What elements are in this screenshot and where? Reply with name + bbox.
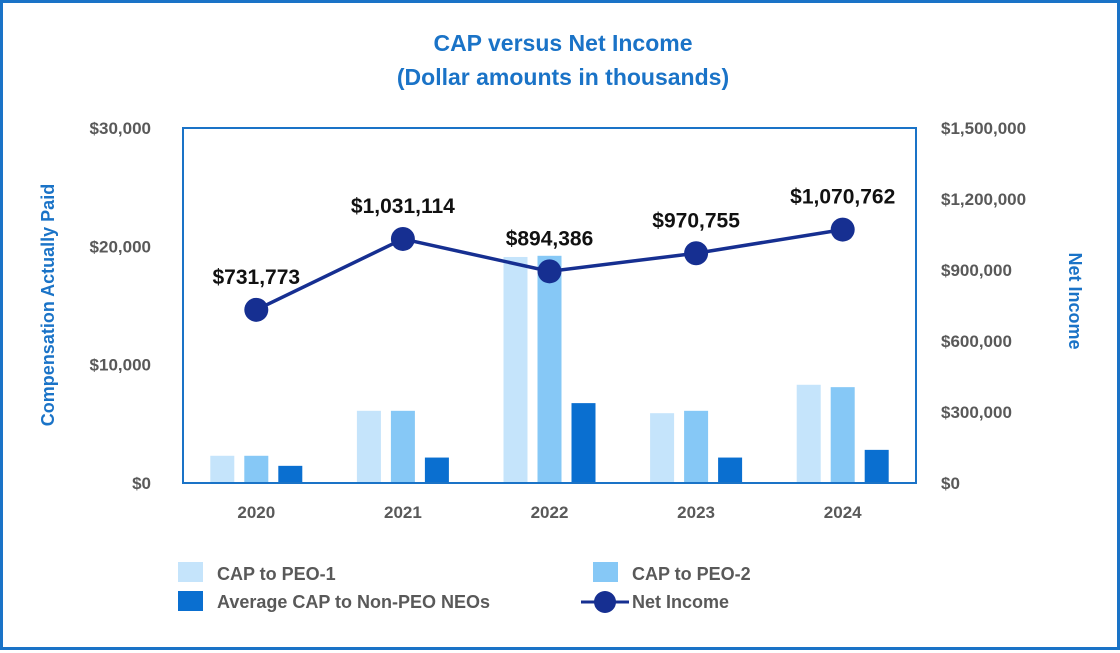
x-tick-label-2022: 2022: [531, 503, 569, 522]
legend-swatch-cap-peo2: [593, 562, 618, 582]
net-income-point-2023: [684, 241, 709, 266]
bar-cap-to-peo-2-2023: [684, 410, 709, 483]
data-label-2021: $1,031,114: [351, 195, 455, 218]
chart: CAP versus Net Income (Dollar amounts in…: [38, 30, 1085, 613]
y-tick-label-left-3: $30,000: [90, 119, 151, 138]
chart-subtitle: (Dollar amounts in thousands): [397, 64, 729, 90]
bar-average-cap-to-non-peo-neos-2023: [718, 457, 743, 483]
bar-cap-to-peo-2-2022: [537, 255, 562, 483]
net-income-point-2021: [390, 226, 415, 251]
plot-area: [182, 127, 917, 484]
bar-cap-to-peo-2-2020: [244, 455, 269, 483]
y-tick-label-right-1: $300,000: [941, 403, 1012, 422]
legend: CAP to PEO-1 CAP to PEO-2 Average CAP to…: [178, 562, 751, 613]
data-label-2020: $731,773: [213, 266, 301, 289]
chart-title: CAP versus Net Income: [433, 30, 692, 56]
y-axis-label-right: Net Income: [1065, 252, 1085, 349]
y-tick-label-left-0: $0: [132, 474, 151, 493]
legend-swatch-avg-cap: [178, 591, 203, 611]
data-label-2024: $1,070,762: [790, 186, 895, 209]
bar-average-cap-to-non-peo-neos-2024: [864, 449, 889, 483]
net-income-point-2020: [244, 297, 269, 322]
y-tick-label-right-5: $1,500,000: [941, 119, 1026, 138]
y-tick-label-right-0: $0: [941, 474, 960, 493]
y-tick-label-right-3: $900,000: [941, 261, 1012, 280]
y-tick-label-right-2: $600,000: [941, 332, 1012, 351]
data-labels: $731,773 $1,031,114 $894,386 $970,755 $1,070…: [213, 186, 896, 289]
axis-ticks: 2020 2021 2022 2023 2024 $0 $10,000 $20,000 $30,…: [90, 119, 1027, 522]
x-tick-label-2020: 2020: [237, 503, 275, 522]
bar-cap-to-peo-1-2021: [356, 410, 381, 483]
bar-cap-to-peo-2-2024: [830, 387, 855, 483]
data-label-2023: $970,755: [652, 209, 740, 232]
x-tick-label-2023: 2023: [677, 503, 715, 522]
net-income-point-2024: [830, 217, 855, 242]
bar-average-cap-to-non-peo-neos-2020: [278, 465, 303, 483]
legend-label-net-income: Net Income: [632, 592, 729, 612]
legend-marker-net-income: [594, 591, 616, 613]
x-tick-label-2021: 2021: [384, 503, 422, 522]
legend-label-cap-peo1: CAP to PEO-1: [217, 564, 336, 584]
y-axis-label-left: Compensation Actually Paid: [38, 184, 58, 426]
bar-average-cap-to-non-peo-neos-2022: [571, 403, 596, 483]
bars: [210, 255, 889, 483]
y-tick-label-right-4: $1,200,000: [941, 190, 1026, 209]
bar-cap-to-peo-2-2021: [390, 410, 415, 483]
bar-cap-to-peo-1-2020: [210, 455, 235, 483]
bar-average-cap-to-non-peo-neos-2021: [424, 457, 449, 483]
net-income-line: [244, 217, 855, 322]
legend-label-avg-cap: Average CAP to Non-PEO NEOs: [217, 592, 490, 612]
data-label-2022: $894,386: [506, 227, 594, 250]
legend-swatch-cap-peo1: [178, 562, 203, 582]
bar-cap-to-peo-1-2024: [796, 384, 821, 483]
legend-label-cap-peo2: CAP to PEO-2: [632, 564, 751, 584]
net-income-point-2022: [537, 259, 562, 284]
x-tick-label-2024: 2024: [824, 503, 862, 522]
bar-cap-to-peo-1-2023: [650, 413, 675, 483]
bar-cap-to-peo-1-2022: [503, 256, 528, 483]
y-tick-label-left-2: $20,000: [90, 237, 151, 256]
y-tick-label-left-1: $10,000: [90, 356, 151, 375]
